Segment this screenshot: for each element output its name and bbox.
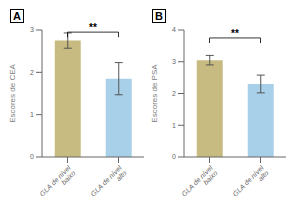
svg-text:Escores de PSA: Escores de PSA xyxy=(150,64,159,123)
svg-text:**: ** xyxy=(89,22,97,33)
svg-text:1: 1 xyxy=(172,122,176,129)
svg-text:GLA de nívelalto: GLA de nívelalto xyxy=(231,164,270,203)
svg-text:0: 0 xyxy=(30,153,34,160)
svg-text:3: 3 xyxy=(172,58,176,65)
svg-text:1: 1 xyxy=(30,111,34,118)
svg-text:GLA de nívelalto: GLA de nívelalto xyxy=(89,164,128,203)
svg-text:0: 0 xyxy=(172,153,176,160)
html-text:B: B xyxy=(155,10,163,22)
svg-text:GLA de nívelbaixo: GLA de nívelbaixo xyxy=(38,164,77,203)
svg-text:4: 4 xyxy=(172,26,176,33)
svg-text:Escores de CEA: Escores de CEA xyxy=(8,63,17,122)
svg-text:2: 2 xyxy=(172,90,176,97)
svg-text:**: ** xyxy=(231,28,239,39)
svg-text:3: 3 xyxy=(30,26,34,33)
svg-text:2: 2 xyxy=(30,69,34,76)
html-text:A: A xyxy=(13,10,21,22)
svg-text:GLA de nívelbaixo: GLA de nívelbaixo xyxy=(180,164,219,203)
